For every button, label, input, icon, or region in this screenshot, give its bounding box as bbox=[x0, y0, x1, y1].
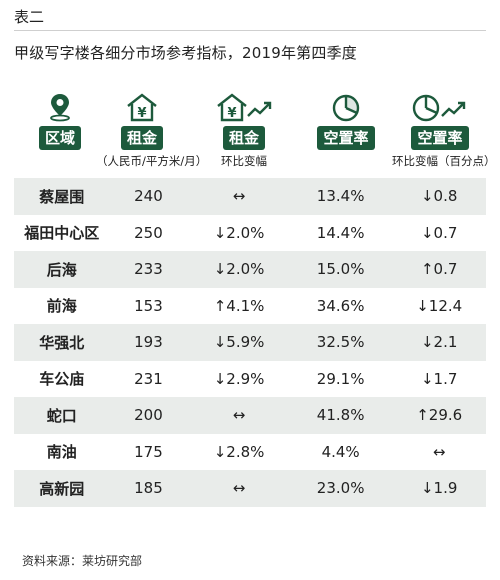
header-rent: ¥ 租金 （人民币/平方米/月） bbox=[96, 92, 208, 174]
cell-rent: 231 bbox=[134, 369, 163, 388]
cell-vacancy: 13.4% bbox=[316, 187, 365, 206]
location-pin-icon bbox=[14, 92, 106, 122]
table-row: 蛇口 200 ↔ 41.8% ↑29.6 bbox=[14, 397, 486, 434]
table-label: 表二 bbox=[14, 8, 45, 26]
cell-district: 华强北 bbox=[39, 333, 85, 352]
svg-text:¥: ¥ bbox=[137, 106, 146, 121]
cell-district: 后海 bbox=[46, 260, 77, 279]
header-vacancy-change: 空置率 环比变幅（百分点） bbox=[392, 92, 496, 174]
table-row: 高新园 185 ↔ 23.0% ↓1.9 bbox=[14, 470, 486, 507]
cell-rent-change: ↓2.9% bbox=[213, 369, 265, 388]
header-vacancy-label: 空置率 bbox=[317, 126, 375, 150]
cell-rent-change: ↓2.0% bbox=[213, 260, 265, 279]
table-row: 南油 175 ↓2.8% 4.4% ↔ bbox=[14, 434, 486, 471]
cell-vacancy-change: ↓12.4 bbox=[416, 296, 463, 315]
header-rent-change: ¥ 租金 环比变幅 bbox=[198, 92, 290, 174]
cell-rent-change: ↔ bbox=[232, 479, 246, 498]
table-row: 后海 233 ↓2.0% 15.0% ↑0.7 bbox=[14, 251, 486, 288]
cell-rent-change: ↔ bbox=[232, 406, 246, 425]
cell-vacancy-change: ↓1.9 bbox=[420, 479, 458, 498]
cell-rent-change: ↔ bbox=[232, 187, 246, 206]
cell-vacancy: 34.6% bbox=[316, 296, 365, 315]
table-title: 甲级写字楼各细分市场参考指标，2019年第四季度 bbox=[14, 44, 357, 62]
cell-rent: 153 bbox=[134, 296, 163, 315]
cell-rent: 233 bbox=[134, 260, 163, 279]
cell-district: 高新园 bbox=[39, 479, 85, 498]
cell-vacancy: 29.1% bbox=[316, 369, 365, 388]
cell-rent-change: ↑4.1% bbox=[213, 296, 265, 315]
cell-vacancy-change: ↑29.6 bbox=[416, 406, 463, 425]
table-row: 前海 153 ↑4.1% 34.6% ↓12.4 bbox=[14, 288, 486, 325]
table-row: 福田中心区 250 ↓2.0% 14.4% ↓0.7 bbox=[14, 215, 486, 252]
pie-chart-icon bbox=[300, 92, 392, 122]
cell-vacancy-change: ↓0.7 bbox=[420, 223, 458, 242]
cell-district: 福田中心区 bbox=[24, 224, 100, 243]
table-row: 蔡屋围 240 ↔ 13.4% ↓0.8 bbox=[14, 178, 486, 215]
header-vacancy: 空置率 bbox=[300, 92, 392, 174]
cell-district: 蔡屋围 bbox=[39, 187, 85, 206]
cell-vacancy-change: ↔ bbox=[432, 442, 446, 461]
cell-vacancy: 4.4% bbox=[321, 442, 360, 461]
cell-vacancy: 32.5% bbox=[316, 333, 365, 352]
cell-rent: 240 bbox=[134, 187, 163, 206]
cell-vacancy: 14.4% bbox=[316, 223, 365, 242]
divider bbox=[14, 30, 486, 31]
cell-rent-change: ↓2.0% bbox=[213, 223, 265, 242]
cell-rent: 185 bbox=[134, 479, 163, 498]
cell-vacancy: 15.0% bbox=[316, 260, 365, 279]
cell-district: 南油 bbox=[46, 443, 77, 462]
cell-district: 前海 bbox=[46, 297, 77, 316]
cell-vacancy-change: ↑0.7 bbox=[420, 260, 458, 279]
cell-rent: 200 bbox=[134, 406, 163, 425]
cell-vacancy: 23.0% bbox=[316, 479, 365, 498]
header-rent-label: 租金 bbox=[120, 126, 163, 150]
cell-rent: 175 bbox=[134, 442, 163, 461]
cell-rent-change: ↓5.9% bbox=[213, 333, 265, 352]
svg-text:¥: ¥ bbox=[227, 106, 236, 121]
cell-vacancy-change: ↓1.7 bbox=[420, 369, 458, 388]
house-yuan-icon: ¥ bbox=[96, 92, 188, 122]
header-district-label: 区域 bbox=[38, 126, 81, 150]
header-district: 区域 bbox=[14, 92, 106, 174]
pie-chart-trend-icon bbox=[392, 92, 488, 122]
cell-rent-change: ↓2.8% bbox=[213, 442, 265, 461]
cell-vacancy-change: ↓0.8 bbox=[420, 187, 458, 206]
header-vacancy-change-label: 空置率 bbox=[411, 126, 469, 150]
cell-district: 车公庙 bbox=[39, 370, 85, 389]
header-vacancy-change-sub: 环比变幅（百分点） bbox=[392, 154, 496, 168]
cell-rent: 250 bbox=[134, 223, 163, 242]
header-rent-change-sub: 环比变幅 bbox=[221, 154, 267, 168]
house-yuan-trend-icon: ¥ bbox=[198, 92, 290, 122]
cell-district: 蛇口 bbox=[46, 406, 77, 425]
table-header: 区域 ¥ 租金 （人民币/平方米/月） ¥ 租金 环比变幅 bbox=[14, 92, 496, 174]
header-rent-change-label: 租金 bbox=[222, 126, 265, 150]
table-row: 车公庙 231 ↓2.9% 29.1% ↓1.7 bbox=[14, 361, 486, 398]
cell-rent: 193 bbox=[134, 333, 163, 352]
source-note: 资料来源：莱坊研究部 bbox=[22, 554, 143, 568]
table-body: 蔡屋围 240 ↔ 13.4% ↓0.8 福田中心区 250 ↓2.0% 14.… bbox=[14, 178, 486, 507]
table-row: 华强北 193 ↓5.9% 32.5% ↓2.1 bbox=[14, 324, 486, 361]
header-rent-sub: （人民币/平方米/月） bbox=[96, 154, 208, 168]
cell-vacancy: 41.8% bbox=[316, 406, 365, 425]
cell-vacancy-change: ↓2.1 bbox=[420, 333, 458, 352]
